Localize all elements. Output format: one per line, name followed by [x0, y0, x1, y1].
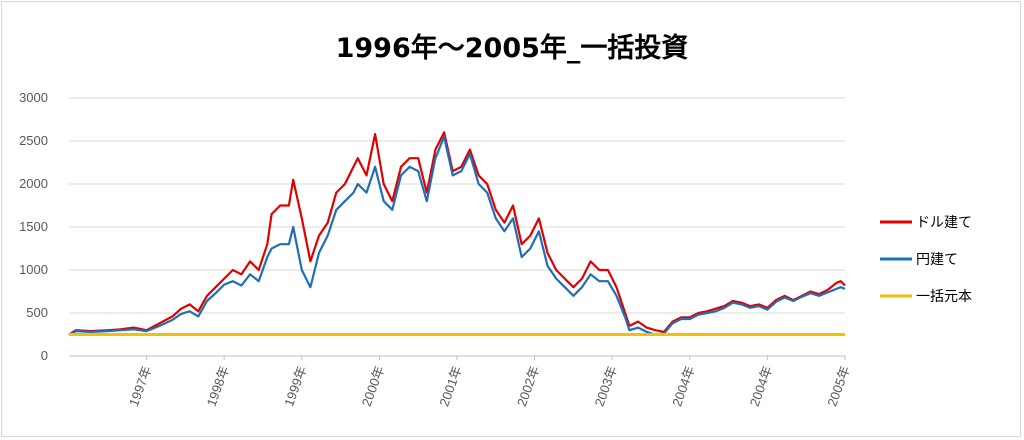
y-tick-label: 500: [26, 305, 48, 320]
x-tick-label: 2005年: [824, 364, 852, 409]
y-tick-label: 2000: [19, 176, 48, 191]
x-tick-label: 1998年: [204, 364, 232, 409]
series-line-1: [68, 135, 846, 337]
x-tick-label: 2001年: [436, 364, 464, 409]
y-tick-label: 2500: [19, 133, 48, 148]
x-tick-label: 2003年: [592, 364, 620, 409]
x-tick-label: 2000年: [359, 364, 387, 409]
x-tick-label: 1997年: [126, 364, 154, 409]
y-tick-label: 0: [41, 348, 48, 363]
x-tick-label: 2004年: [747, 364, 775, 409]
series-lines: [68, 131, 846, 337]
x-tick-label: 2004年: [669, 364, 697, 409]
legend-label: ドル建て: [916, 215, 972, 231]
x-tick-label: 2002年: [514, 364, 542, 409]
series-line-0: [68, 131, 846, 336]
y-tick-label: 1000: [19, 262, 48, 277]
chart-title: 1996年～2005年_一括投資: [335, 33, 689, 64]
y-tick-label: 3000: [19, 90, 48, 105]
x-axis: 1997年 1998年 1999年 2000年 2001年 2002年 2003年 2004年…: [126, 356, 853, 408]
y-axis: 0 500 1000 1500 2000 2500 3000: [19, 90, 48, 363]
legend-label: 一括元本: [916, 289, 972, 305]
y-tick-label: 1500: [19, 219, 48, 234]
legend-label: 円建て: [916, 252, 958, 268]
gridlines: [69, 97, 845, 357]
x-tick-label: 1999年: [281, 364, 309, 409]
